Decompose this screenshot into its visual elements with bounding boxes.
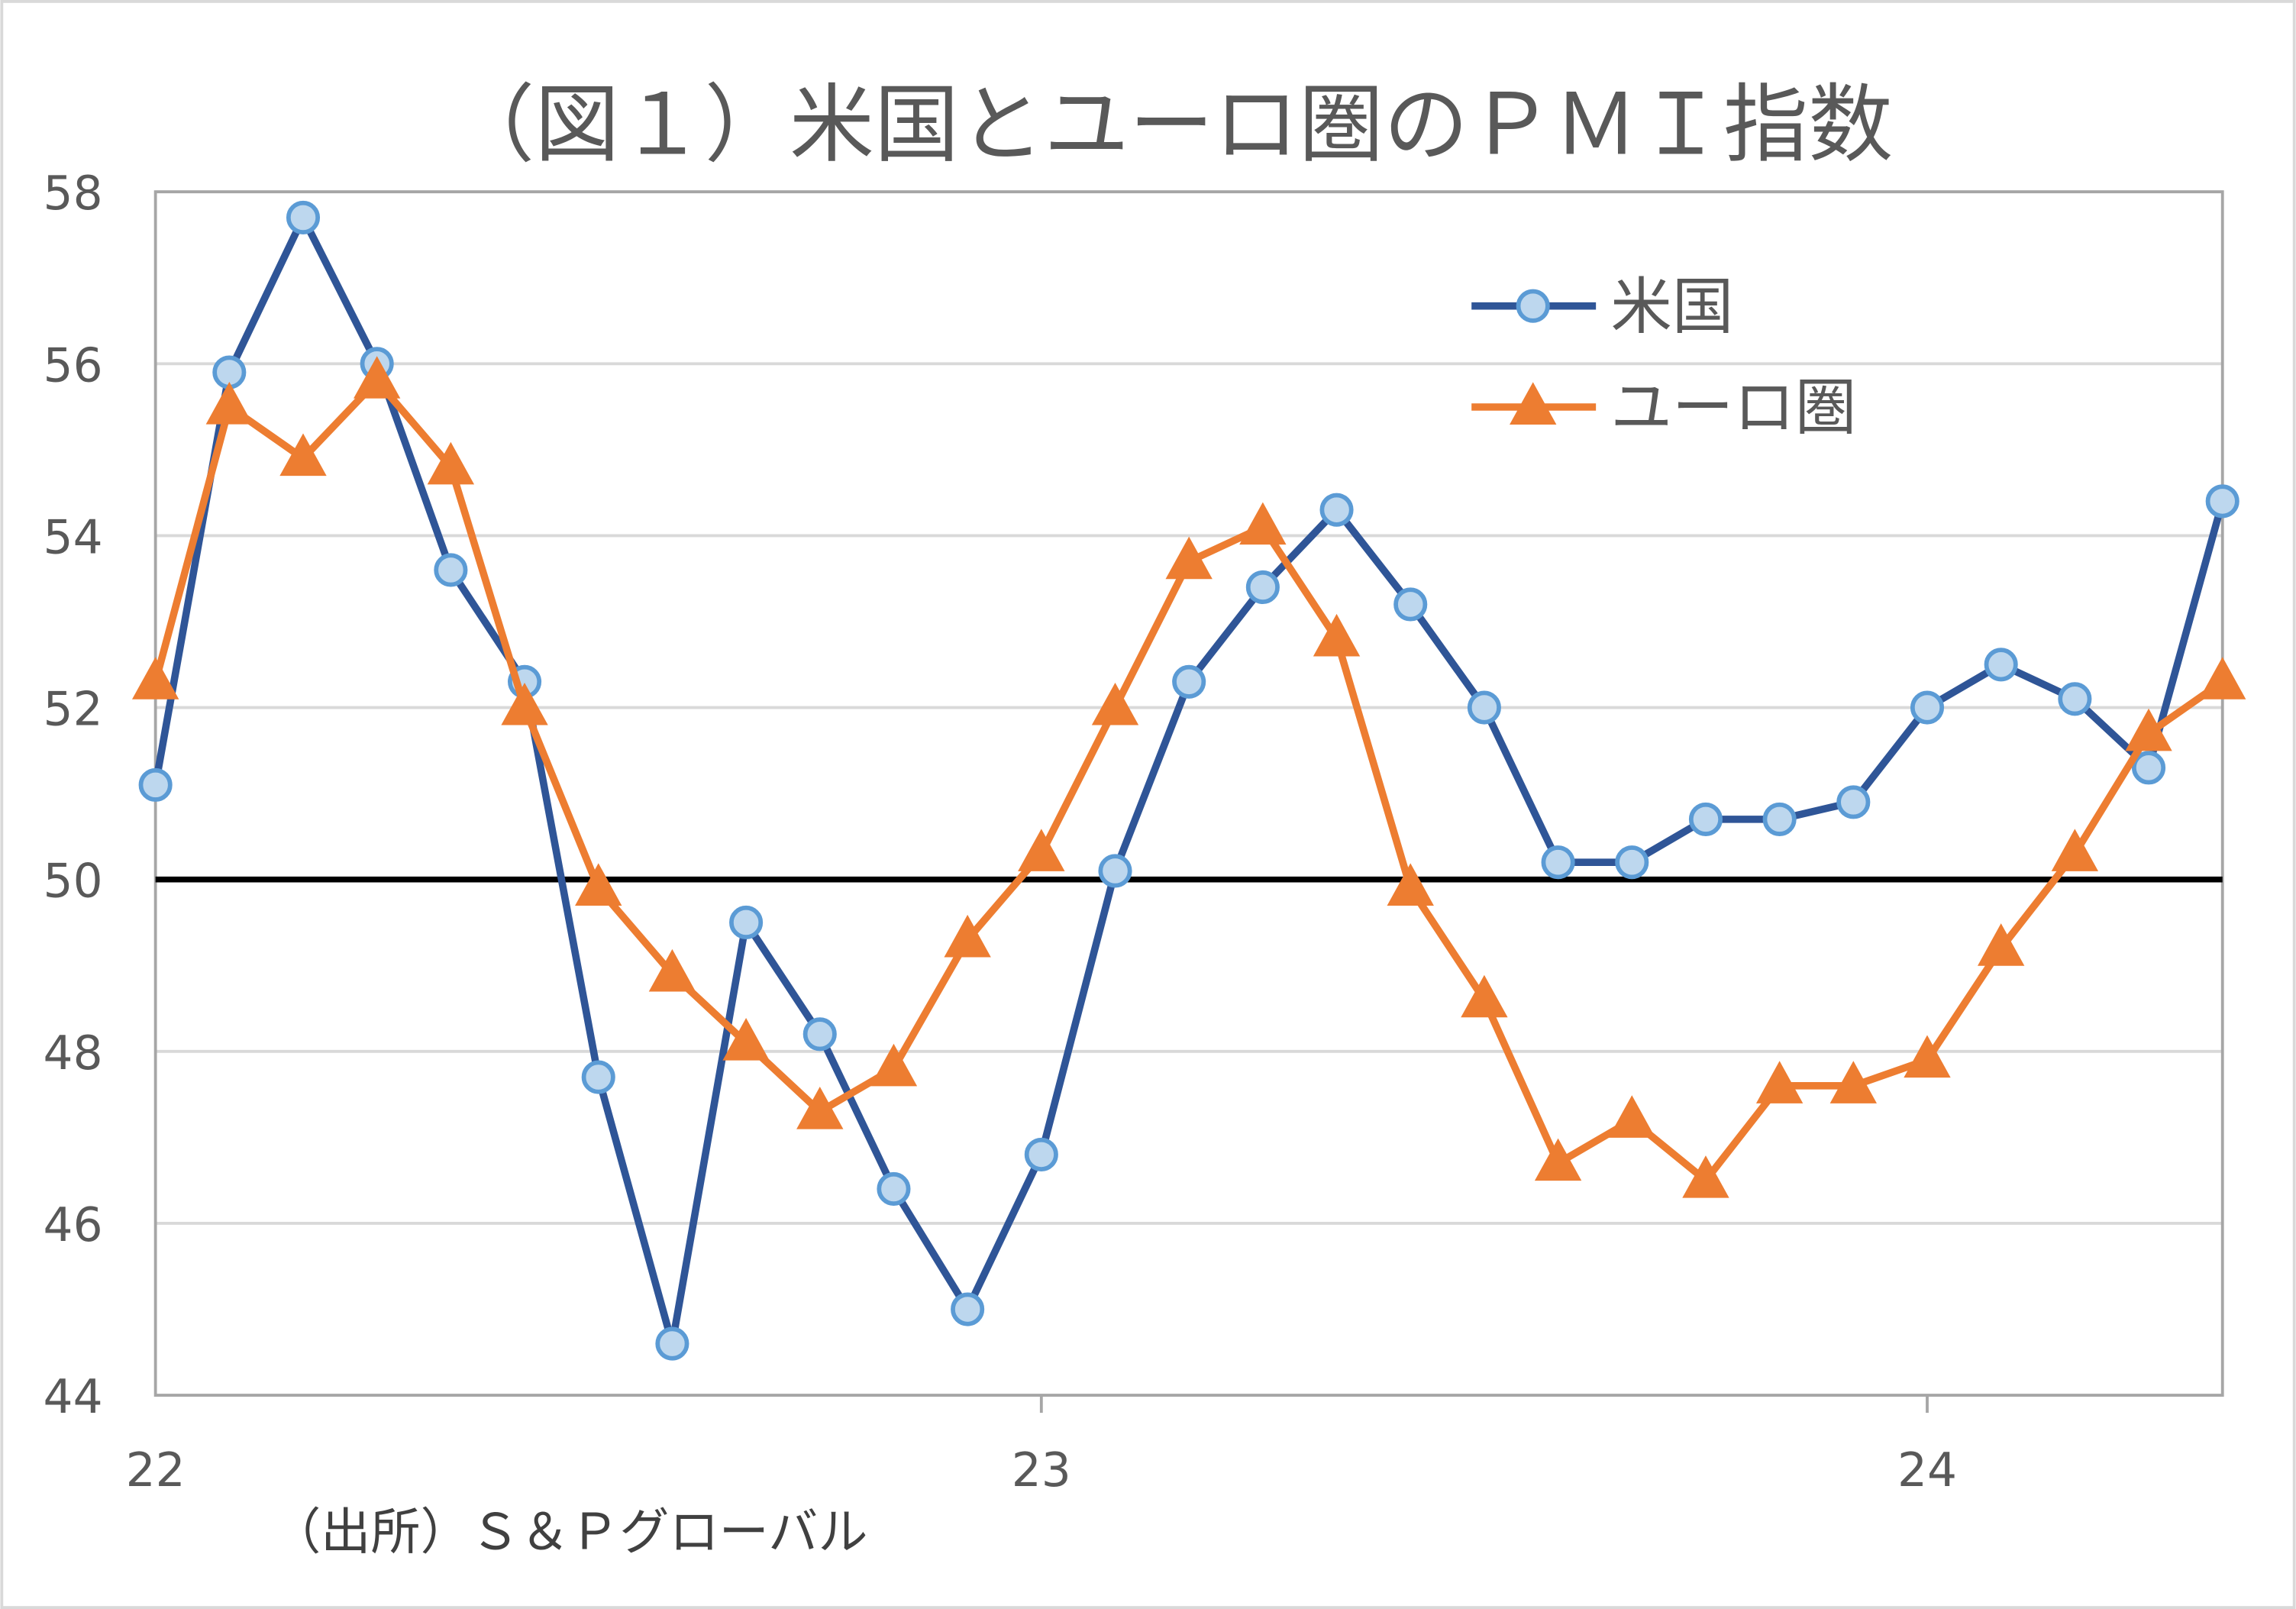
data-point — [1836, 785, 1871, 819]
data-point — [1762, 802, 1797, 836]
data-point — [1978, 923, 2025, 966]
data-point — [575, 863, 622, 906]
legend-marker-triangle-icon — [1510, 382, 1557, 425]
data-point — [581, 1060, 615, 1094]
data-point — [1387, 863, 1434, 906]
series-us — [138, 200, 2239, 1361]
data-point — [1245, 570, 1280, 605]
data-point — [138, 767, 173, 802]
data-point — [1984, 648, 2018, 682]
data-point — [2058, 682, 2092, 716]
data-point — [648, 948, 696, 992]
data-point — [1393, 587, 1428, 622]
data-point — [1172, 664, 1206, 699]
data-point — [1615, 845, 1649, 880]
data-point — [131, 657, 179, 699]
data-point — [722, 1017, 770, 1061]
legend-label: 米国 — [1610, 270, 1733, 342]
data-point — [877, 1171, 911, 1206]
data-point — [1910, 690, 1945, 725]
data-point — [1534, 1138, 1582, 1181]
y-tick-label: 58 — [44, 166, 103, 221]
legend-marker-circle-icon — [1516, 289, 1550, 323]
data-point — [1467, 690, 1501, 725]
y-tick-label: 56 — [44, 338, 103, 393]
y-tick-label: 48 — [44, 1026, 103, 1081]
data-point — [354, 356, 401, 399]
data-point — [870, 1043, 918, 1087]
y-tick-label: 54 — [44, 510, 103, 564]
data-point — [2205, 484, 2239, 519]
data-point — [427, 441, 475, 485]
data-point — [1755, 1061, 1804, 1103]
data-point — [2199, 657, 2246, 699]
data-point — [205, 381, 253, 425]
data-point — [1904, 1035, 1951, 1078]
data-point — [1165, 536, 1213, 580]
legend-label: ユーロ圏 — [1610, 372, 1856, 444]
x-tick-label: 22 — [126, 1443, 186, 1498]
data-point — [1829, 1061, 1877, 1103]
x-tick-label: 24 — [1897, 1443, 1957, 1498]
data-point — [1688, 802, 1723, 836]
data-point — [951, 1292, 985, 1326]
data-point — [1091, 682, 1139, 725]
x-tick-label: 23 — [1012, 1443, 1071, 1498]
data-point — [1313, 613, 1361, 657]
data-point — [1098, 854, 1132, 888]
data-point — [796, 1087, 844, 1129]
data-point — [802, 1017, 837, 1052]
data-point — [1239, 502, 1287, 545]
data-point — [655, 1326, 689, 1361]
data-point — [1461, 974, 1508, 1018]
data-point — [501, 682, 548, 725]
data-point — [729, 905, 764, 940]
data-point — [286, 200, 321, 234]
series-eurozone — [131, 356, 2246, 1198]
y-tick-label: 50 — [44, 855, 103, 909]
y-tick-label: 52 — [44, 683, 103, 737]
y-tick-label: 46 — [44, 1198, 103, 1252]
data-point — [2125, 708, 2172, 751]
data-point — [1541, 845, 1575, 880]
data-point — [2131, 751, 2166, 785]
data-point — [279, 433, 327, 477]
data-point — [944, 914, 991, 958]
data-point — [2051, 829, 2099, 871]
data-point — [1018, 829, 1065, 871]
data-point — [434, 553, 468, 587]
data-point — [1024, 1137, 1058, 1171]
data-point — [1608, 1095, 1655, 1138]
chart-title: （図１）米国とユーロ圏のＰＭＩ指数 — [450, 76, 1893, 174]
source-note: （出所）Ｓ＆Ｐグローバル — [271, 1503, 867, 1561]
data-point — [1682, 1155, 1729, 1198]
y-tick-label: 44 — [44, 1370, 103, 1424]
data-point — [1319, 493, 1354, 527]
